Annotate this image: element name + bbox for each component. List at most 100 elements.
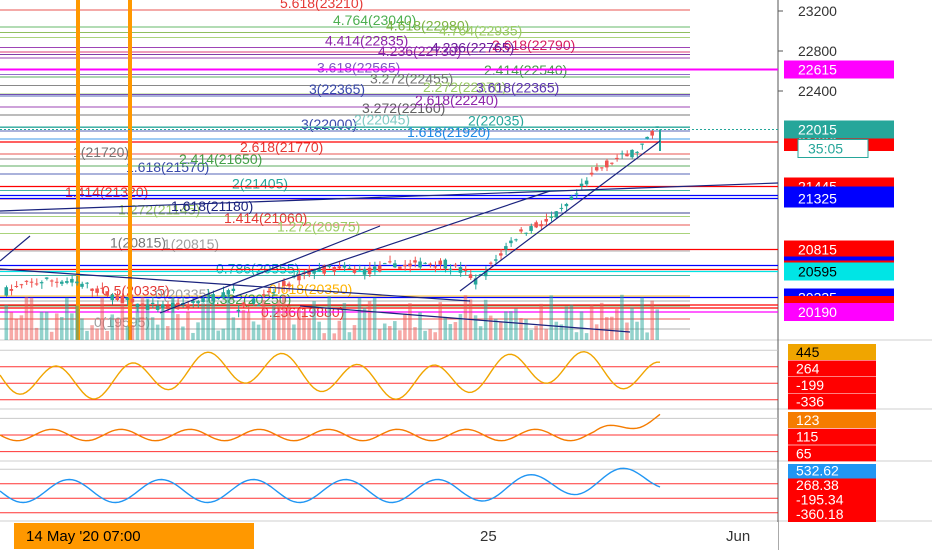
price-tick-label: 22400 xyxy=(798,83,837,99)
volume-bar xyxy=(261,299,266,340)
candle-body xyxy=(312,270,316,274)
trendline[interactable] xyxy=(229,190,551,299)
volume-bar xyxy=(549,295,554,340)
volume-bar xyxy=(297,308,301,340)
volume-bar xyxy=(65,297,69,340)
trendline-group[interactable] xyxy=(0,140,779,333)
volume-bar xyxy=(514,308,518,340)
candle-body xyxy=(478,274,483,276)
price-tag-label: 21325 xyxy=(798,191,837,207)
trendline[interactable] xyxy=(459,140,661,292)
candle-body xyxy=(463,270,468,272)
volume-bar xyxy=(100,297,104,340)
price-tag[interactable] xyxy=(784,60,894,79)
volume-bar xyxy=(216,330,220,340)
trendline[interactable] xyxy=(0,182,779,212)
volume-bar xyxy=(448,324,453,340)
volume-bar xyxy=(423,330,427,340)
countdown-label: 35:05 xyxy=(808,141,843,157)
candle-body xyxy=(650,131,654,136)
volume-bar xyxy=(95,328,99,340)
candle-body xyxy=(428,263,432,265)
candle-body xyxy=(377,265,382,272)
oscillator-tag xyxy=(788,377,876,393)
trendline[interactable] xyxy=(299,305,631,333)
volume-bar xyxy=(610,316,614,340)
fib-label: 1.618(21570) xyxy=(126,159,209,175)
volume-bar xyxy=(312,301,316,340)
volume-bar xyxy=(80,318,84,340)
oscillator-tag-label: -336 xyxy=(796,394,824,410)
candle-body xyxy=(423,262,427,264)
candle-body xyxy=(367,267,372,274)
price-tag[interactable] xyxy=(784,240,894,259)
time-axis[interactable]: 14 May '20 07:00 25 Jun xyxy=(0,522,778,550)
candle-body xyxy=(499,253,503,256)
candle-body xyxy=(554,211,559,218)
volume-bar xyxy=(372,297,377,340)
candle-body xyxy=(287,283,291,287)
candle-body xyxy=(236,309,241,312)
fib-label: 3(22365) xyxy=(309,81,365,97)
volume-bar xyxy=(211,298,215,340)
candle-body xyxy=(246,307,251,309)
crosshair-date-tag[interactable] xyxy=(14,523,254,549)
countdown-tag[interactable] xyxy=(797,139,869,158)
oscillator-tag xyxy=(788,493,876,508)
volume-bar xyxy=(584,333,589,340)
candle-body xyxy=(24,280,29,282)
volume-bar xyxy=(14,319,19,340)
price-tag[interactable] xyxy=(784,303,894,321)
candle-body xyxy=(564,203,569,207)
candle-body xyxy=(559,207,564,209)
volume-bar xyxy=(317,321,321,340)
trendline[interactable] xyxy=(159,225,381,314)
fib-label: 1.618(21180) xyxy=(171,198,253,214)
candle-body xyxy=(29,281,34,283)
candle-body xyxy=(599,167,604,169)
candle-body xyxy=(171,302,175,309)
volume-bar xyxy=(347,332,352,340)
volume-bar xyxy=(4,304,9,340)
volume-bar xyxy=(125,326,130,340)
volume-bar xyxy=(271,305,276,340)
candle-body xyxy=(49,280,54,282)
candle-body xyxy=(347,267,352,269)
oscillator-tag xyxy=(788,393,876,410)
volume-bar xyxy=(443,316,448,340)
candle-body xyxy=(584,180,589,185)
candle-body xyxy=(488,262,493,264)
candle-body xyxy=(80,283,84,287)
volume-bar xyxy=(473,315,478,340)
price-tag[interactable] xyxy=(784,189,894,208)
candle-body xyxy=(261,294,266,296)
trendline[interactable] xyxy=(0,235,31,262)
volume-bar xyxy=(574,332,579,340)
volume-bar xyxy=(362,307,367,340)
trendline[interactable] xyxy=(0,268,471,302)
volume-bar xyxy=(367,301,372,340)
volume-bar xyxy=(105,330,109,340)
candle-body xyxy=(39,282,44,284)
candle-body xyxy=(534,222,538,228)
volume-bar xyxy=(292,324,296,340)
last-price-tag[interactable] xyxy=(784,120,894,139)
volume-bar xyxy=(110,314,115,340)
candle-body xyxy=(408,263,412,267)
volume-bar xyxy=(191,332,195,340)
volume-bar xyxy=(266,320,271,340)
candle-body xyxy=(403,264,407,267)
price-tag[interactable] xyxy=(784,262,894,281)
fib-label: 0.786(20555) xyxy=(216,261,299,277)
volume-bar xyxy=(140,297,145,340)
candle-body xyxy=(645,136,649,139)
candle-body xyxy=(615,157,619,160)
candle-body xyxy=(251,298,256,304)
volume-bar xyxy=(231,317,236,340)
candle-body xyxy=(443,259,448,269)
candle-body xyxy=(317,268,321,272)
volume-bar xyxy=(251,321,256,340)
